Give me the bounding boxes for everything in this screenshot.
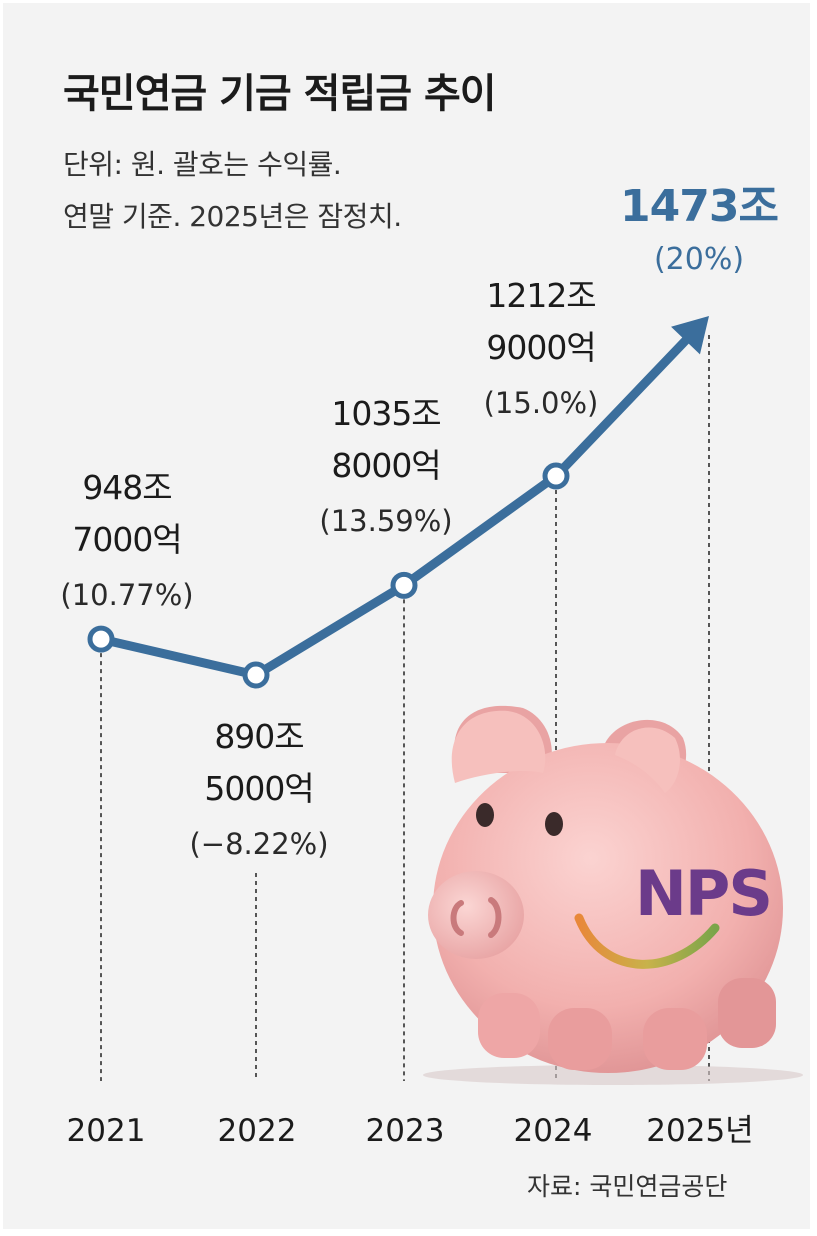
data-label-amount: 7000억 [72, 520, 181, 559]
data-label-amount: 9000억 [486, 328, 595, 367]
x-tick-label: 2021 [67, 1113, 146, 1149]
x-tick-label: 2023 [366, 1113, 445, 1149]
dashed-guides [100, 335, 710, 1081]
data-label-amount: 1212조 [486, 276, 595, 315]
data-point [542, 462, 570, 490]
piggy-bank-illustration [423, 705, 803, 1085]
data-label-amount: 5000억 [204, 769, 313, 808]
data-label-rate: (13.59%) [319, 504, 452, 538]
data-labels: 948조 7000억 (10.77%) 890조 5000억 (−8.22%) 1035조 8… [60, 181, 779, 861]
data-label-rate: (20%) [654, 242, 744, 277]
data-label-amount: 8000억 [331, 446, 440, 485]
chart-title: 국민연금 기금 적립금 추이 [63, 71, 497, 117]
svg-text:NPS: NPS [635, 857, 771, 930]
data-label-amount: 890조 [214, 717, 303, 756]
x-tick-label: 2025년 [646, 1113, 753, 1149]
x-axis-labels: 2021 2022 2023 2024 2025년 [67, 1113, 754, 1149]
x-tick-label: 2024 [514, 1113, 593, 1149]
data-label-amount: 1035조 [331, 394, 440, 433]
data-label-rate: (10.77%) [60, 578, 193, 612]
chart-subtitle-unit: 단위: 원. 괄호는 수익률. [63, 148, 342, 181]
data-points [87, 462, 570, 689]
data-point [87, 625, 115, 653]
nps-logo: NPS [635, 857, 773, 930]
data-label-rate: (−8.22%) [189, 827, 328, 861]
data-label-amount: 1473조 [620, 181, 778, 232]
chart-subtitle-basis: 연말 기준. 2025년은 잠정치. [63, 200, 402, 233]
data-label-rate: (15.0%) [484, 386, 599, 420]
source-note: 자료: 국민연금공단 [527, 1172, 728, 1201]
data-point [390, 571, 418, 599]
line-chart: NPS 948조 7000억 (10.77%) 890조 5000억 (−8.22%) 10… [60, 181, 803, 1149]
data-label-amount: 948조 [82, 468, 171, 507]
data-point [242, 661, 270, 689]
series-arrow-head [671, 316, 709, 355]
chart-panel: 국민연금 기금 적립금 추이 단위: 원. 괄호는 수익률. 연말 기준. 20… [3, 3, 810, 1229]
x-tick-label: 2022 [218, 1113, 297, 1149]
